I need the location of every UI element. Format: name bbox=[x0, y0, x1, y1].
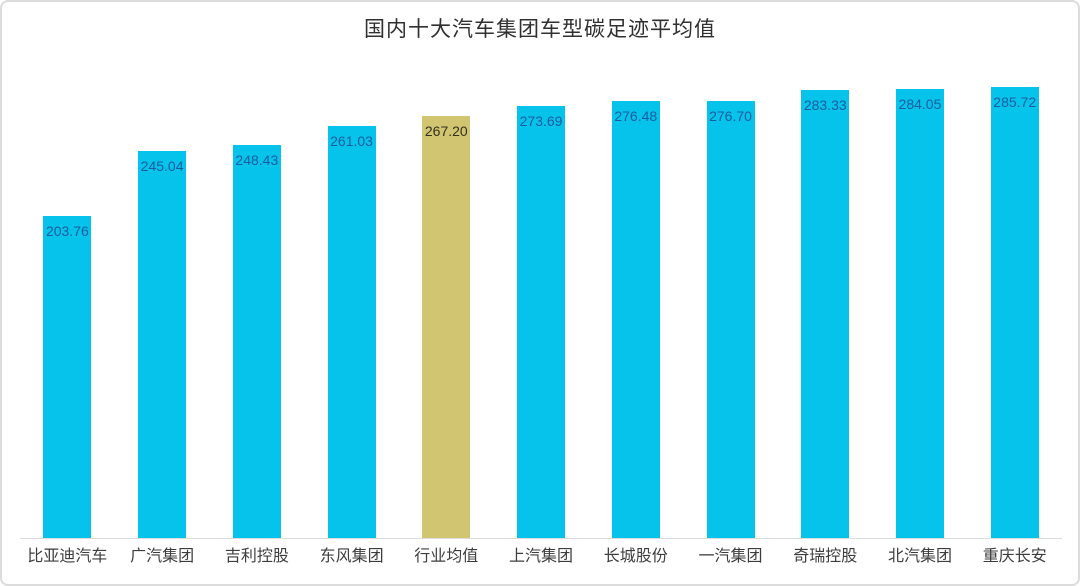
bar-column: 276.70 bbox=[683, 64, 778, 538]
bar-value-label: 203.76 bbox=[45, 223, 89, 240]
bar-column: 276.48 bbox=[588, 64, 683, 538]
bar-value-label: 261.03 bbox=[330, 132, 373, 149]
bar: 248.43 bbox=[232, 145, 281, 538]
bar-value-label: 248.43 bbox=[235, 152, 279, 169]
bar-value-label: 273.69 bbox=[519, 112, 563, 129]
category-label: 一汽集团 bbox=[698, 548, 763, 565]
bar-value-label: 276.48 bbox=[614, 108, 658, 125]
category-label: 比亚迪汽车 bbox=[27, 548, 108, 565]
bar-value-label: 267.20 bbox=[424, 122, 468, 139]
bar: 276.70 bbox=[706, 100, 755, 538]
plot-area: 203.76 245.04 248.43 261.03 267.20 273.69 276.… bbox=[20, 64, 1062, 539]
bar-column: 284.05 bbox=[873, 64, 968, 538]
bar-column: 285.72 bbox=[967, 64, 1062, 538]
category-axis: 比亚迪汽车 广汽集团 吉利控股 东风集团 行业均值 上汽集团 长城股份 一汽集团 奇瑞控股 北汽集… bbox=[20, 542, 1062, 566]
category-label: 吉利控股 bbox=[224, 548, 289, 565]
bar-column: 273.69 bbox=[494, 64, 589, 538]
bar: 245.04 bbox=[138, 150, 187, 538]
bar-column: 261.03 bbox=[304, 64, 399, 538]
category-label: 广汽集团 bbox=[130, 548, 195, 565]
bar: 203.76 bbox=[43, 216, 92, 538]
category-label: 上汽集团 bbox=[509, 548, 574, 565]
bar: 276.48 bbox=[611, 101, 660, 538]
bar-value-label: 245.04 bbox=[140, 157, 184, 174]
category-label: 行业均值 bbox=[414, 548, 479, 565]
bar-highlight: 267.20 bbox=[422, 115, 471, 538]
bar: 261.03 bbox=[327, 125, 376, 538]
bar-column: 248.43 bbox=[209, 64, 304, 538]
bar: 273.69 bbox=[517, 105, 566, 538]
bar-column: 267.20 bbox=[399, 64, 494, 538]
bar: 283.33 bbox=[801, 90, 850, 538]
category-label: 奇瑞控股 bbox=[793, 548, 858, 565]
category-label: 重庆长安 bbox=[982, 548, 1047, 565]
bar-value-label: 284.05 bbox=[898, 96, 942, 113]
bar-column: 203.76 bbox=[20, 64, 115, 538]
bar-column: 283.33 bbox=[778, 64, 873, 538]
category-label: 长城股份 bbox=[603, 548, 668, 565]
bar: 285.72 bbox=[990, 86, 1039, 538]
category-label: 东风集团 bbox=[319, 548, 384, 565]
bar-column: 245.04 bbox=[115, 64, 210, 538]
bar: 284.05 bbox=[895, 89, 944, 538]
bar-value-label: 285.72 bbox=[993, 93, 1037, 110]
category-label: 北汽集团 bbox=[887, 548, 952, 565]
bar-value-label: 283.33 bbox=[803, 97, 847, 114]
bar-value-label: 276.70 bbox=[709, 107, 752, 124]
chart-title: 国内十大汽车集团车型碳足迹平均值 bbox=[364, 18, 716, 41]
